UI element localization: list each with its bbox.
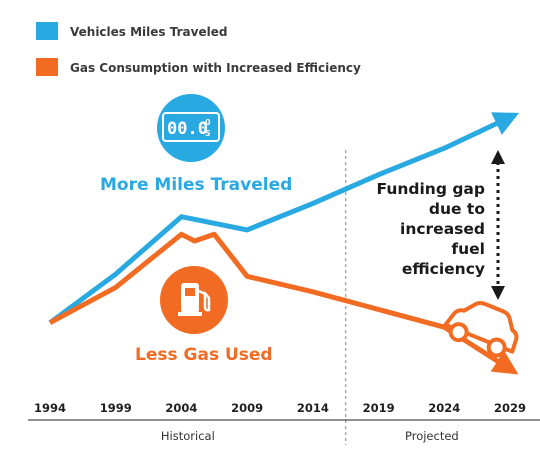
odometer-icon: 00.0 0 5 — [157, 94, 225, 162]
legend-swatch-vmt — [36, 22, 58, 40]
x-tick-label-2009: 2009 — [231, 401, 263, 415]
funding-gap-callout: Funding gap due to increased fuel effici… — [377, 180, 485, 278]
funding-gap-arrow — [491, 150, 505, 300]
period-labels: Historical Projected — [161, 429, 459, 443]
x-tick-label-2024: 2024 — [428, 401, 460, 415]
less-gas-label: Less Gas Used — [135, 345, 273, 365]
series-line-gas — [48, 231, 519, 375]
x-tick-label-2019: 2019 — [363, 401, 395, 415]
funding-gap-line-1: Funding gap — [377, 180, 485, 198]
x-tick-label-2004: 2004 — [165, 401, 197, 415]
gas-pump-icon — [160, 266, 228, 334]
legend-swatch-gas — [36, 58, 58, 76]
funding-gap-line-3: increased — [400, 220, 485, 238]
series-line-vmt — [48, 112, 520, 325]
legend-label-gas: Gas Consumption with Increased Efficienc… — [70, 61, 361, 75]
svg-text:0: 0 — [205, 118, 211, 127]
svg-text:5: 5 — [205, 129, 211, 138]
funding-gap-line-4: fuel — [451, 240, 485, 258]
period-label-projected: Projected — [405, 429, 459, 443]
funding-gap-line-5: efficiency — [402, 260, 485, 278]
x-tick-label-1994: 1994 — [34, 401, 66, 415]
x-axis-ticks: 1994 1999 2004 2009 2014 2019 2024 2029 — [34, 401, 526, 415]
odometer-reading: 00.0 — [167, 119, 208, 139]
x-tick-label-2014: 2014 — [297, 401, 329, 415]
legend: Vehicles Miles Traveled Gas Consumption … — [36, 22, 361, 76]
funding-gap-line-2: due to — [429, 200, 485, 218]
period-label-historical: Historical — [161, 429, 215, 443]
legend-label-vmt: Vehicles Miles Traveled — [70, 25, 227, 39]
x-tick-label-2029: 2029 — [494, 401, 526, 415]
x-tick-label-1999: 1999 — [100, 401, 132, 415]
more-miles-label: More Miles Traveled — [100, 175, 292, 195]
car-icon — [443, 300, 519, 358]
